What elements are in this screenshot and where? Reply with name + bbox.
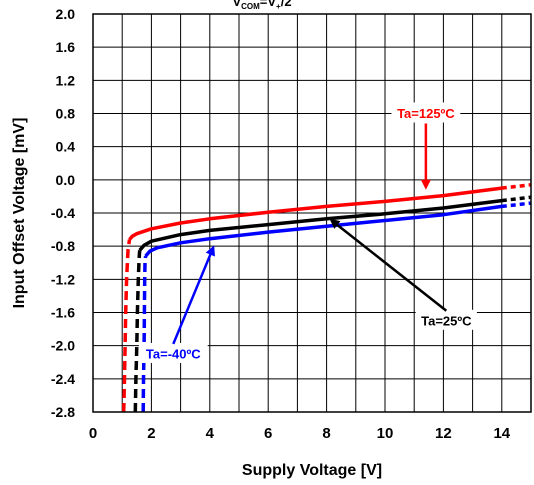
series-dashed-high-0 [501,183,531,190]
y-tick-label: -2.8 [51,404,75,420]
series-label: Ta=125ºC [397,106,455,121]
x-tick-label: 12 [435,425,452,442]
series-arrow-head [205,245,215,257]
y-axis-label: Input Offset Voltage [mV] [11,118,28,309]
y-tick-label: -2.4 [51,371,75,387]
y-tick-label: -1.6 [51,305,75,321]
series-label: Ta=25ºC [421,313,472,328]
series-line-0 [128,186,503,241]
series-dashed-high-2 [501,201,531,209]
series-dashed-low-0 [121,239,132,412]
y-tick-label: 0.4 [56,139,76,155]
series-label: Ta=-40ºC [146,346,201,361]
series-annotations: Ta=125ºC Ta=25ºC Ta=-40ºC [138,102,477,363]
tick-labels: 0 2 4 6 8 10 12 14 2.0 1.6 1.2 0.8 0.4 0.0 -0.4 -0.8 -1.… [51,6,511,442]
series-arrow-line [336,224,448,312]
title-sub: COM [241,2,260,11]
series-arrow-line [172,254,212,345]
y-tick-label: 0.8 [56,106,76,122]
title-suffix: /2 [281,0,292,9]
series-dashed-high-1 [501,195,531,203]
y-tick-label: -0.8 [51,238,75,254]
series-line-2 [144,204,503,258]
series-line-1 [138,198,503,252]
x-tick-label: 8 [322,425,330,442]
x-tick-label: 14 [493,425,510,442]
y-tick-label: 1.6 [56,39,76,55]
title-main: V [232,0,241,9]
y-tick-label: -2.0 [51,338,75,354]
series-arrow-head [420,179,431,190]
series-label-background [415,309,477,330]
y-tick-label: 2.0 [56,6,76,22]
y-tick-label: 0.0 [56,172,76,188]
series-dashed-low-2 [141,255,148,412]
plot-frame [92,13,532,413]
x-tick-label: 4 [206,425,215,442]
x-tick-label: 0 [89,425,97,442]
series-dashed-low-1 [133,250,142,412]
title-tail: =V [260,0,277,9]
y-tick-label: -1.2 [51,271,75,287]
x-tick-label: 10 [377,425,394,442]
series-label-background [138,342,208,363]
title-tail-sub: + [276,2,281,11]
y-tick-label: 1.2 [56,72,76,88]
chart-title: VCOM=V+/2 [232,0,291,11]
series-arrow-head [329,218,341,229]
series-lines [121,183,531,412]
y-tick-label: -0.4 [51,205,75,221]
x-tick-label: 2 [147,425,155,442]
x-axis-label: Supply Voltage [V] [242,462,382,479]
x-tick-label: 6 [264,425,272,442]
series-label-background [391,102,461,123]
